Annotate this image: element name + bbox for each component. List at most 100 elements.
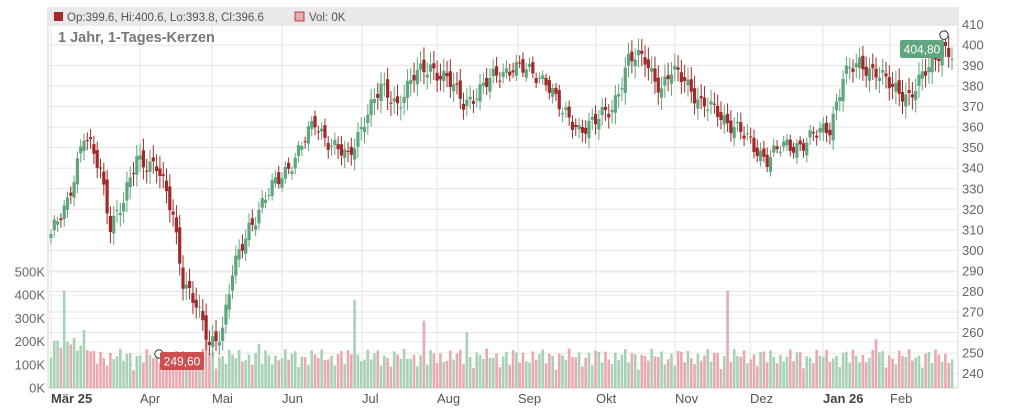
volume-bar [270,364,274,388]
volume-bar [330,355,333,388]
low-marker-badge [160,352,204,370]
volume-bar [247,354,251,388]
candle-body [267,195,271,197]
candle-body [884,73,888,77]
candle-body [399,107,403,109]
price-tick-label: 370 [962,99,984,114]
volume-bar [267,355,271,388]
volume-bar [472,368,475,388]
volume-bar [251,364,254,388]
candle-body [336,144,340,150]
candle-body [600,107,604,116]
volume-bar [293,351,297,388]
volume-bar [132,370,135,388]
candle-body [316,131,320,133]
volume-bar [336,353,340,388]
candle-body [171,211,175,215]
volume-bar [792,361,795,388]
volume-bar [435,363,439,388]
candle-body [584,127,588,134]
candle-body [844,65,848,74]
candle-body [386,79,390,98]
volume-bar [607,359,611,388]
volume-bar [647,360,650,388]
month-label: Jun [282,391,303,406]
volume-bar [198,357,201,388]
volume-bar [554,369,558,388]
volume-bar [392,351,396,388]
candle-body [739,122,743,132]
volume-bar [313,354,317,388]
volume-bar [772,356,776,388]
volume-bar [227,349,231,388]
volume-bar [676,351,680,388]
volume-bar [610,364,614,388]
volume-axis: 0K 100K 200K 300K 400K 500K [15,265,46,396]
candle-body [686,79,690,86]
volume-bar [353,299,356,388]
candle-body [346,151,350,153]
volume-tick-label: 0K [29,381,45,396]
candle-body [313,116,317,128]
candle-body [791,146,796,153]
candle-body [775,146,779,150]
volume-bar [412,354,416,388]
volume-bar [317,358,320,388]
candle-body [263,199,268,203]
time-axis: Mär 25 Apr Mai Jun Jul Aug Sep Okt Nov Dez Jan 26 F… [51,391,912,406]
volume-bar [218,357,221,388]
volume-bar [864,362,868,388]
candle-body [531,62,535,74]
candle-body [633,59,637,67]
volume-bar [736,355,739,388]
volume-bar [208,353,211,388]
volume-bar [303,357,307,388]
candle-body [283,166,287,179]
candle-body [478,84,482,102]
candle-body [82,140,86,151]
candle-body [861,55,865,70]
candle-body [98,167,103,169]
price-tick-label: 260 [962,325,984,340]
price-tick-label: 360 [962,120,984,135]
candle-body [326,143,330,150]
volume-bar [214,368,218,388]
candle-body [636,49,641,56]
volume-bar [818,355,822,388]
volume-bar [597,352,601,388]
candle-body [534,78,538,84]
volume-bar [86,350,89,388]
candle-body [785,139,789,146]
volume-bar [551,355,554,388]
candle-body [395,96,400,104]
volume-bar [234,358,238,388]
volume-bar [482,359,485,388]
volume-bar [241,361,244,388]
volume-bar [683,362,686,388]
candle-body [765,154,769,168]
volume-bar [887,355,891,388]
volume-bar [155,350,158,388]
candle-body [567,106,571,118]
volume-bar [416,366,419,388]
volume-bar [656,356,660,388]
candle-body [178,227,182,264]
candle-body [247,222,251,240]
volume-bar [488,357,492,388]
volume-bar [284,349,287,388]
candle-body [366,114,370,124]
candle-body [626,53,631,66]
candle-body [244,238,248,254]
volume-bar [940,361,944,388]
candle-body [537,77,542,79]
candle-body [745,133,749,135]
volume-bar [475,352,479,388]
candle-body [432,63,436,69]
candle-body [49,233,53,239]
volume-bar [445,360,449,388]
volume-bar [99,351,102,388]
legend-bar [48,8,958,26]
volume-bar [254,352,257,388]
volume-bar [752,354,756,388]
candle-body [435,72,439,81]
